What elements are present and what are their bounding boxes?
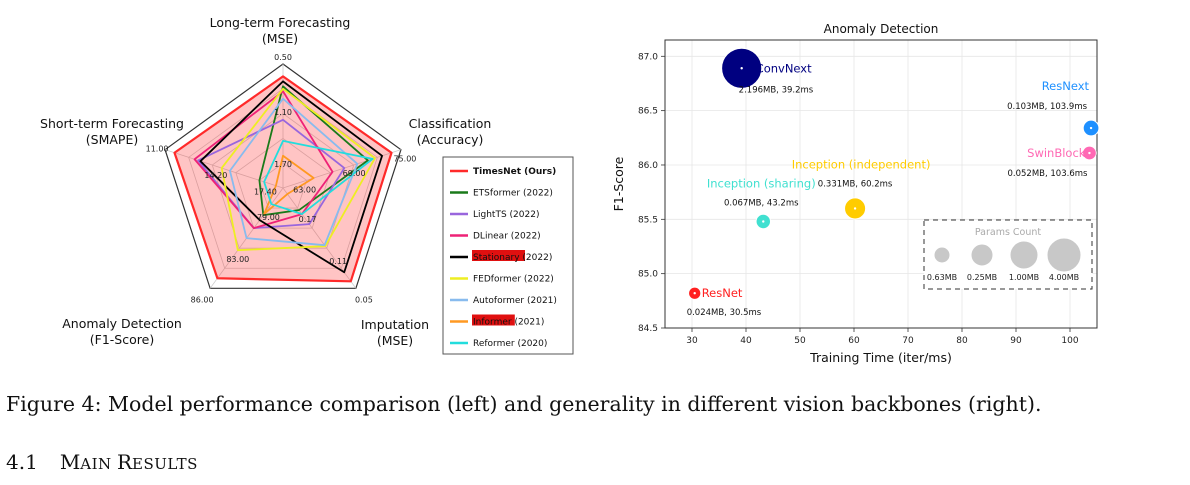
radar-tick-label: 69.00 [343,169,366,178]
radar-series-3 [193,90,334,230]
radar-axis-unit: (MSE) [377,333,413,348]
bubble-name-label: ResNext [1042,79,1090,93]
y-tick-label: 86.5 [638,107,658,117]
radar-tick-label: 79.00 [257,213,280,222]
figure-caption: Figure 4: Model performance comparison (… [6,392,1042,416]
radar-series-4 [199,80,383,274]
bubble-center-dot [762,220,765,223]
bubble-center-dot [1089,126,1093,130]
x-axis-label: Training Time (iter/ms) [809,350,952,365]
legend-label: FEDformer (2022) [473,275,554,285]
bubble-center-dot [1088,151,1091,155]
radar-tick-label: 1.10 [274,108,292,117]
size-legend-title: Params Count [975,227,1042,238]
x-tick-label: 70 [902,336,914,346]
y-tick-label: 85.0 [638,270,658,280]
size-legend-bubble [1046,237,1082,273]
radar-tick-label: 75.00 [393,155,416,164]
bubble-info-label: 0.024MB, 30.5ms [687,308,762,318]
radar-tick-label: 11.00 [146,145,169,154]
radar-axis-title: Short-term Forecasting [40,116,184,131]
radar-axis-unit: (Accuracy) [417,132,484,147]
radar-tick-label: 86.00 [191,295,214,304]
size-legend-label: 4.00MB [1049,273,1079,282]
y-tick-label: 84.5 [638,324,658,334]
legend-label: TimesNet (Ours) [473,167,556,177]
radar-axis-title: Long-term Forecasting [210,15,351,30]
x-tick-label: 40 [740,336,752,346]
radar-tick-label: 0.05 [355,295,373,304]
bubble-center-dot [693,292,696,295]
bubble-info-label: 0.331MB, 60.2ms [818,179,893,189]
radar-series-1 [258,85,369,216]
radar-tick-label: 1.70 [274,160,292,169]
chart-title: Anomaly Detection [824,22,939,36]
x-tick-label: 50 [794,336,806,346]
radar-series-5 [220,87,376,252]
x-tick-label: 60 [848,336,860,346]
bubble-info-label: 0.103MB, 103.9ms [1007,102,1088,112]
size-legend-bubble [933,246,951,264]
size-legend-bubble [970,243,994,267]
section-heading: 4.1 MAIN RESULTS [6,450,198,474]
radar-tick-label: 14.20 [204,171,227,180]
radar-axis-title: Imputation [361,317,429,332]
radar-grid-ring [235,137,331,229]
size-legend-label: 0.25MB [967,273,997,282]
radar-axis-unit: (MSE) [262,31,298,46]
radar-series-7 [263,154,315,215]
bubble-center-dot [853,207,857,210]
radar-axis-title: Classification [409,116,492,131]
bubble-name-label: SwinBlock [1027,146,1086,160]
bubble-info-label: 0.052MB, 103.6ms [1007,169,1088,179]
legend-label: LightTS (2022) [473,210,539,220]
radar-series-8 [263,139,374,215]
bubble-center-dot [740,67,743,70]
legend-highlight [472,314,515,326]
radar-axis-unit: (F1-Score) [90,332,154,347]
y-tick-label: 87.0 [638,52,658,62]
radar-tick-label: 17.40 [254,187,277,196]
radar-tick-label: 83.00 [226,255,249,264]
plot-frame [664,39,1098,329]
legend-label: Reformer (2020) [473,339,547,349]
radar-tick-label: 0.11 [329,257,347,266]
radar-series-2 [197,118,346,230]
legend-label: Informer (2021) [473,318,544,328]
bubble-info-label: 0.067MB, 43.2ms [724,198,799,208]
radar-series-0 [173,75,393,283]
legend-label: Autoformer (2021) [473,296,557,306]
x-tick-label: 30 [686,336,698,346]
size-legend-label: 1.00MB [1009,273,1039,282]
size-legend-label: 0.63MB [927,273,957,282]
x-tick-label: 100 [1061,336,1078,346]
y-tick-label: 86.0 [638,161,658,171]
bubble-name-label: ConvNext [756,61,812,75]
bubble-name-label: Inception (independent) [792,157,931,171]
x-tick-label: 90 [1010,336,1022,346]
radar-axis-unit: (SMAPE) [86,132,138,147]
radar-tick-label: 0.17 [299,215,317,224]
radar-tick-label: 63.00 [293,185,316,194]
x-tick-label: 80 [956,336,968,346]
radar-chart: 0.50 1.10 1.70 75.00 69.00 63.00 0.05 0.11 0.17 8… [40,15,574,355]
radar-grid-ring [188,88,378,269]
legend-label: DLinear (2022) [473,232,541,242]
bubble-name-label: Inception (sharing) [707,176,816,190]
radar-tick-label: 0.50 [274,53,292,62]
size-legend-bubble [1009,240,1039,270]
legend-label: ETSformer (2022) [473,189,553,199]
radar-axis-title: Anomaly Detection [62,316,182,331]
section-number: 4.1 [6,450,38,474]
legend-label: Stationary (2022) [473,253,552,263]
legend-highlight [472,250,525,261]
bubble-name-label: ResNet [702,286,743,300]
y-tick-label: 85.5 [638,215,658,225]
bubble-chart: 30 40 50 60 70 80 90 100 84.5 85.0 85.5 86.0 86.5 87.… [611,22,1100,365]
bubble-info-label: 2.196MB, 39.2ms [739,85,814,95]
y-axis-label: F1-Score [611,156,626,211]
